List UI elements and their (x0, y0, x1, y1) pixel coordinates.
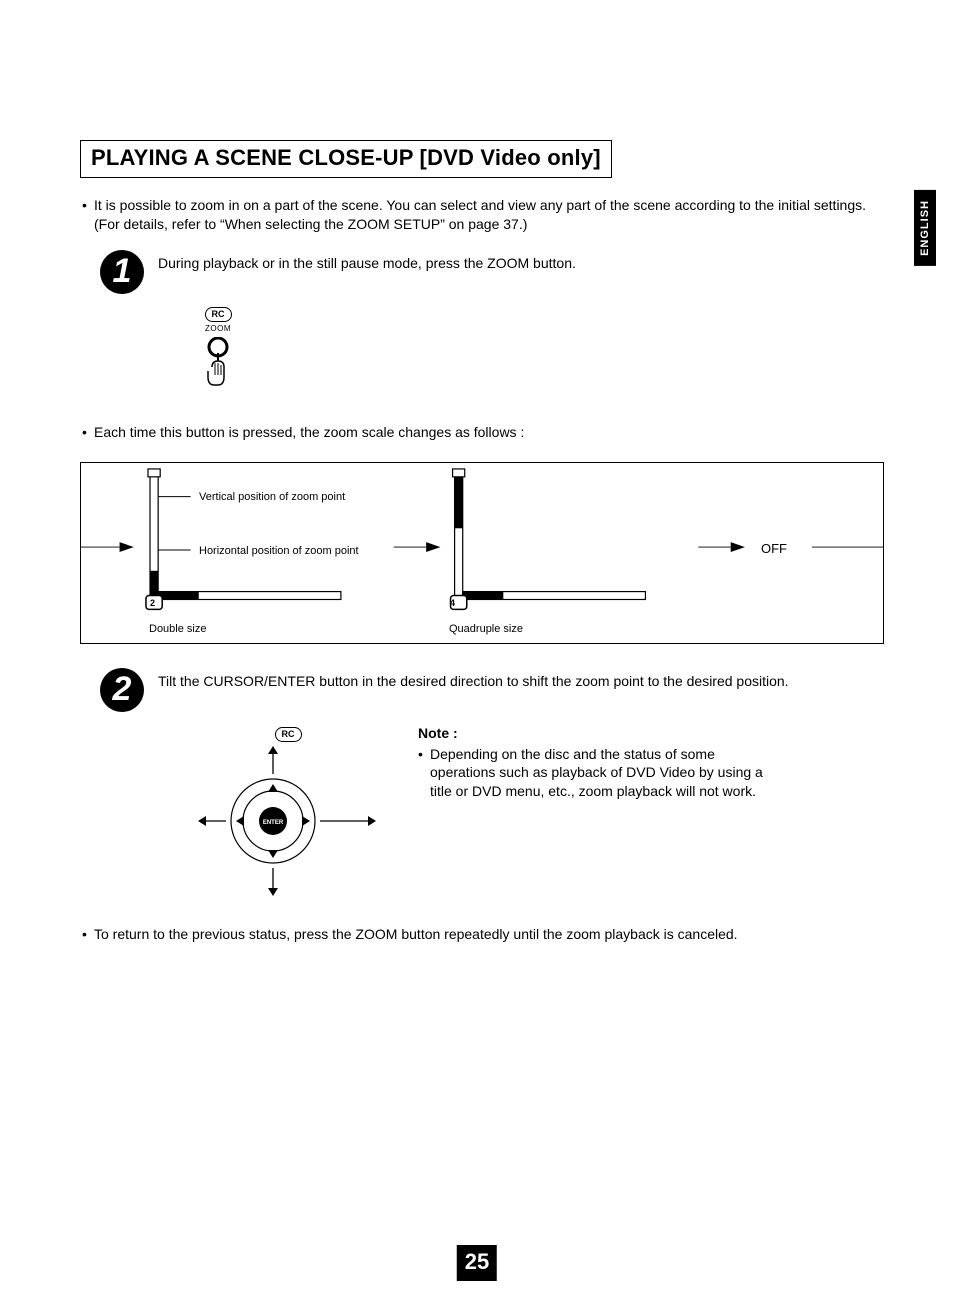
enter-label: ENTER (263, 820, 284, 826)
step-1: 1 During playback or in the still pause … (100, 254, 884, 294)
press-button-icon (198, 337, 238, 395)
page-content: PLAYING A SCENE CLOSE-UP [DVD Video only… (0, 0, 954, 944)
zoom-label: ZOOM (198, 324, 238, 333)
bullet-zoom-scale: Each time this button is pressed, the zo… (80, 423, 884, 442)
label-vertical-zoom: Vertical position of zoom point (199, 491, 345, 503)
page-number: 25 (457, 1245, 497, 1281)
note-body: Depending on the disc and the status of … (418, 745, 778, 802)
label-double-size: Double size (149, 623, 206, 635)
rc-badge: RC (205, 307, 232, 322)
intro-paragraph: It is possible to zoom in on a part of t… (80, 196, 884, 234)
label-quadruple-size: Quadruple size (449, 623, 523, 635)
label-horizontal-zoom: Horizontal position of zoom point (199, 545, 359, 557)
section-title-box: PLAYING A SCENE CLOSE-UP [DVD Video only… (80, 140, 612, 178)
zoom-scale-diagram: Vertical position of zoom point Horizont… (80, 462, 884, 644)
step-1-text: During playback or in the still pause mo… (158, 254, 576, 274)
label-off: OFF (761, 541, 787, 556)
step-2-text: Tilt the CURSOR/ENTER button in the desi… (158, 672, 789, 692)
quad-digit: 4 (450, 598, 455, 608)
cursor-note-row: RC ENTER (198, 724, 884, 901)
step-1-number: 1 (100, 250, 144, 294)
note-block: Note : Depending on the disc and the sta… (418, 724, 778, 802)
bullet-return: To return to the previous status, press … (80, 925, 884, 944)
section-title: PLAYING A SCENE CLOSE-UP [DVD Video only… (91, 145, 601, 171)
rc-badge-2: RC (275, 727, 302, 742)
double-digit: 2 (150, 598, 155, 608)
cursor-enter-diagram: RC ENTER (198, 724, 378, 901)
note-title: Note : (418, 724, 778, 743)
step-2-number: 2 (100, 668, 144, 712)
rc-zoom-icon: RC ZOOM (198, 304, 238, 395)
step-2: 2 Tilt the CURSOR/ENTER button in the de… (100, 672, 884, 712)
